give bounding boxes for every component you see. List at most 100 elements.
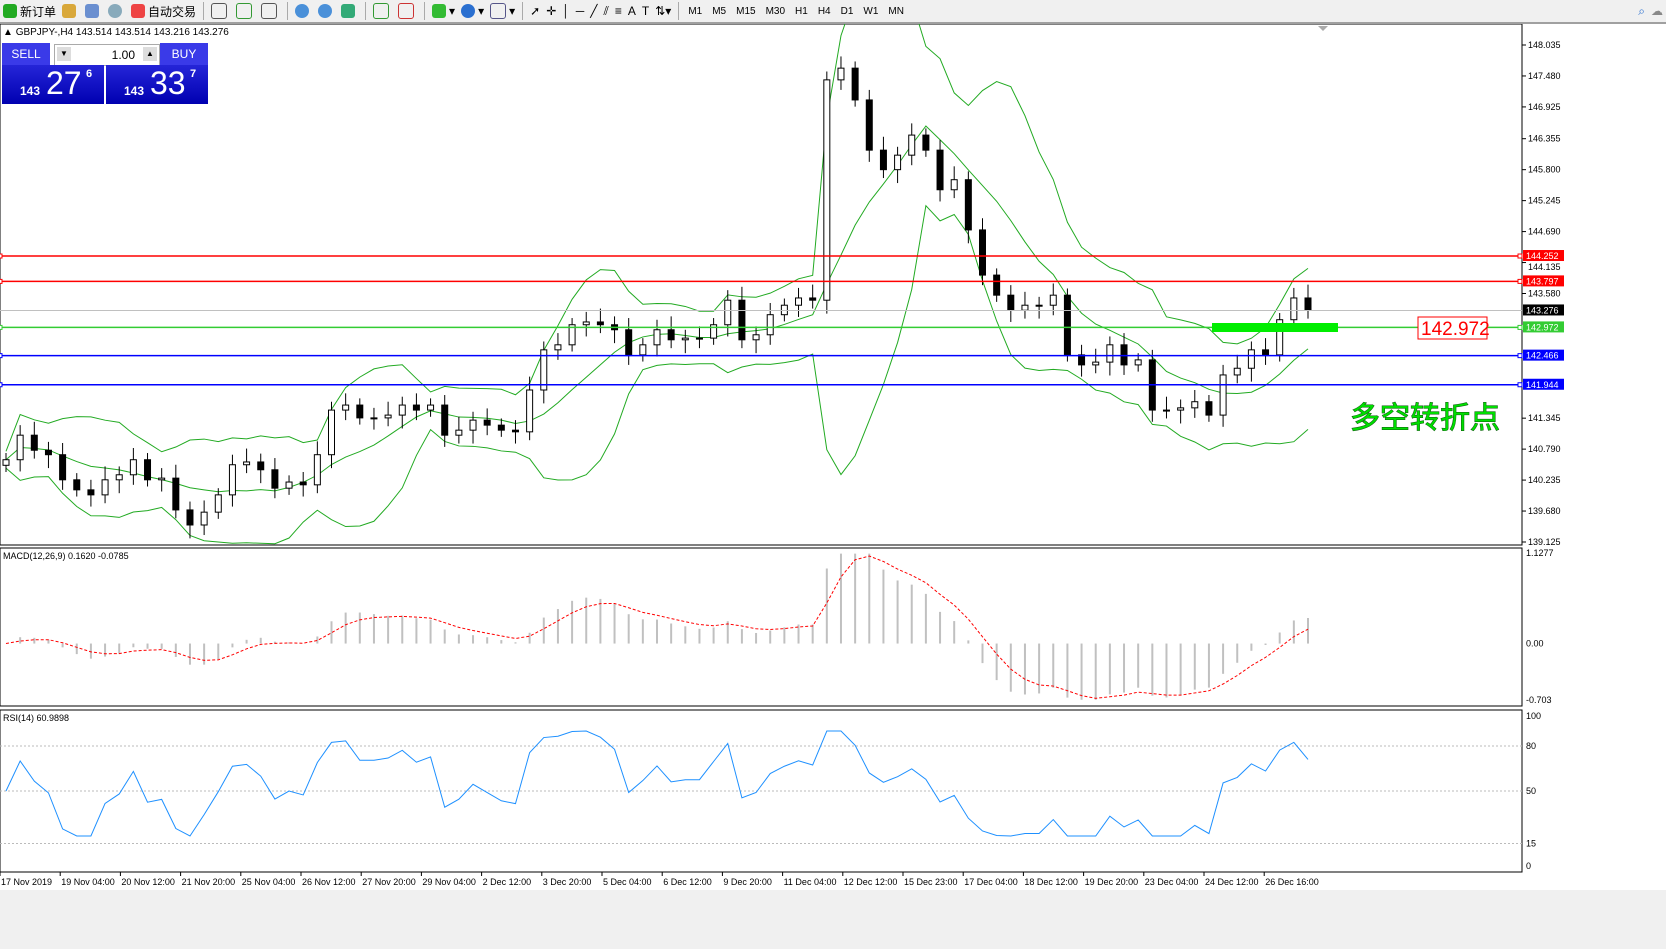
candle-body-bear	[1063, 294, 1071, 356]
buy-button[interactable]: BUY	[160, 43, 208, 65]
periods-button[interactable]: ▾	[458, 1, 487, 21]
lot-increase-button[interactable]: ▲	[143, 47, 157, 61]
line-handle[interactable]	[1517, 324, 1523, 330]
sell-button[interactable]: SELL	[2, 43, 50, 65]
search-button[interactable]: ⌕	[1635, 1, 1648, 21]
line-handle[interactable]	[1517, 382, 1523, 388]
signal-icon	[108, 4, 123, 18]
line-handle[interactable]	[0, 278, 3, 284]
candle-body-bear	[144, 459, 152, 481]
candle	[285, 475, 293, 495]
label-button[interactable]: T	[639, 1, 652, 21]
timeframe-m1[interactable]: M1	[688, 5, 703, 17]
candlestick-icon	[236, 3, 253, 19]
price-level-tag	[1523, 349, 1564, 361]
line-handle[interactable]	[1517, 253, 1523, 259]
lot-size-field[interactable]: ▼ 1.00 ▲	[54, 44, 160, 66]
candle-body-bull	[158, 477, 166, 481]
timeframe-m15[interactable]: M15	[736, 5, 756, 17]
fibo-button[interactable]: ≡	[612, 1, 625, 21]
buy-price[interactable]: 143 33 7	[106, 65, 208, 104]
trendline-button[interactable]: ╱	[587, 1, 600, 21]
line-handle[interactable]	[0, 382, 3, 388]
candle	[639, 338, 647, 362]
pivot-price-box[interactable]	[1417, 316, 1488, 340]
new-order-button[interactable]: 新订单	[0, 1, 59, 21]
pivot-zone-rectangle[interactable]	[1212, 323, 1338, 332]
text-button[interactable]: A	[625, 1, 639, 21]
auto-trading-button[interactable]: 自动交易	[128, 1, 199, 21]
indicators-button[interactable]: ▾	[429, 1, 458, 21]
toolbar-separator	[678, 2, 680, 20]
candle-body-bull	[1021, 304, 1029, 311]
line-chart-button[interactable]	[258, 1, 283, 21]
arrows-button[interactable]: ⇅▾	[652, 1, 674, 21]
candle	[59, 442, 67, 490]
channel-button[interactable]: ⫽	[601, 1, 612, 21]
chat-button[interactable]: ☁	[1648, 1, 1666, 21]
timeframe-m30[interactable]: M30	[765, 5, 786, 17]
candle-body-bear	[809, 297, 817, 301]
timeframe-d1[interactable]: D1	[840, 5, 854, 17]
timeframe-mn[interactable]: MN	[888, 5, 904, 17]
line-handle[interactable]	[1517, 278, 1523, 284]
metaeditor-button[interactable]	[59, 1, 82, 21]
chart-shift-button[interactable]	[395, 1, 420, 21]
lot-value[interactable]: 1.00	[111, 48, 135, 62]
candle	[16, 425, 24, 472]
line-handle[interactable]	[0, 253, 3, 259]
candle	[837, 56, 845, 90]
signals-button[interactable]	[105, 1, 128, 21]
candle-body-bull	[101, 479, 109, 496]
hline-button[interactable]: ─	[573, 1, 588, 21]
candle	[964, 171, 972, 244]
sell-price[interactable]: 143 27 6	[2, 65, 104, 104]
macd-panel[interactable]	[0, 547, 1523, 707]
auto-scroll-button[interactable]	[370, 1, 395, 21]
timeframe-m5[interactable]: M5	[712, 5, 727, 17]
crosshair-button[interactable]: ✛	[543, 1, 559, 21]
candle-body-bull	[243, 461, 251, 466]
candle-body-bull	[1276, 319, 1284, 356]
templates-button[interactable]: ▾	[487, 1, 518, 21]
timeframe-h1[interactable]: H1	[795, 5, 808, 17]
candle-body-bull	[1106, 344, 1114, 363]
lot-decrease-button[interactable]: ▼	[57, 47, 71, 61]
line-handle[interactable]	[0, 324, 3, 330]
sell-price-pips: 27	[46, 65, 82, 101]
timeframe-w1[interactable]: W1	[863, 5, 879, 17]
candle	[1233, 354, 1241, 384]
timeframe-h4[interactable]: H4	[817, 5, 831, 17]
rsi-tick-label: 80	[1526, 741, 1536, 751]
zoom-in-button[interactable]	[292, 1, 315, 21]
vline-button[interactable]: │	[559, 1, 573, 21]
annotation-text[interactable]: 多空转折点	[1350, 402, 1501, 436]
bar-chart-button[interactable]	[208, 1, 233, 21]
terminal-button[interactable]	[82, 1, 105, 21]
chart-shift-marker[interactable]	[1318, 26, 1328, 31]
line-handle[interactable]	[0, 353, 3, 359]
candle	[469, 411, 477, 444]
candlestick-button[interactable]	[233, 1, 258, 21]
candle-body-bull	[285, 481, 293, 489]
candle-body-bull	[568, 324, 576, 346]
time-tick-label: 3 Dec 20:00	[543, 877, 592, 887]
time-tick-label: 17 Dec 04:00	[964, 877, 1018, 887]
candle-body-bull	[681, 337, 689, 341]
tile-windows-button[interactable]	[338, 1, 361, 21]
candle-body-bear	[1007, 294, 1015, 311]
status-area	[0, 890, 1666, 949]
line-handle[interactable]	[1517, 353, 1523, 359]
candle-body-bull	[200, 511, 208, 526]
zoom-out-button[interactable]	[315, 1, 338, 21]
candle	[667, 316, 675, 349]
chart-canvas[interactable]: 148.035 147.480 146.925 146.355 145.800 145.2…	[0, 0, 1666, 890]
main-panel[interactable]	[0, 23, 1523, 546]
chart-window[interactable]: 148.035 147.480 146.925 146.355 145.800 145.2…	[0, 0, 1666, 890]
chat-icon: ☁	[1651, 4, 1663, 18]
cursor-button[interactable]: ➚	[527, 1, 543, 21]
candle-body-bear	[1120, 344, 1128, 366]
macd-label: MACD(12,26,9) 0.1620 -0.0785	[3, 551, 129, 561]
candle	[1078, 344, 1086, 377]
candle	[568, 318, 576, 352]
